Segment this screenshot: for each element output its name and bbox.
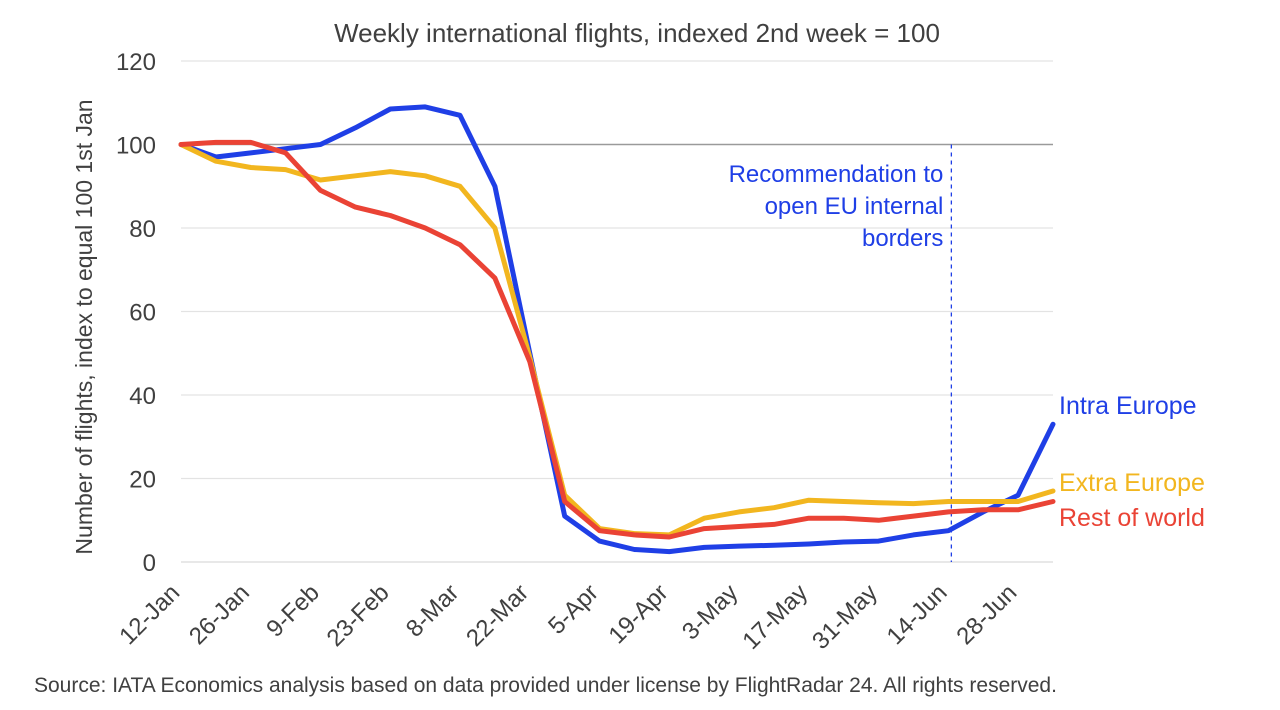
series-line-rest-of-world [178, 139, 1056, 540]
series-line-intra-europe [178, 104, 1056, 555]
x-tick-label: 12-Jan [114, 579, 185, 650]
series-label-rest-of-world: Rest of world [1059, 504, 1205, 532]
x-tick-label: 3-May [677, 579, 743, 645]
x-tick-label: 26-Jan [184, 579, 255, 650]
x-tick-label: 28-Jun [951, 579, 1022, 650]
x-tick-label: 9-Feb [261, 579, 324, 642]
y-tick-label: 20 [129, 467, 156, 494]
series-label-intra-europe: Intra Europe [1059, 392, 1197, 420]
y-tick-label: 40 [129, 383, 156, 410]
series-label-extra-europe: Extra Europe [1059, 469, 1205, 497]
y-tick-label: 60 [129, 300, 156, 327]
annotation-text: Recommendation to open EU internal borders [729, 161, 944, 252]
y-axis-label: Number of flights, index to equal 100 1s… [71, 99, 97, 554]
series-lines [178, 104, 1056, 555]
x-tick-label: 8-Mar [401, 579, 464, 642]
y-tick-label: 80 [129, 216, 156, 243]
annotation-line-text: borders [862, 225, 943, 252]
annotation-line-text: Recommendation to [729, 161, 944, 188]
chart-title: Weekly international flights, indexed 2n… [334, 18, 940, 48]
x-tick-label: 14-Jun [882, 579, 953, 650]
x-tick-label: 23-Feb [322, 579, 395, 652]
x-tick-label: 5-Apr [543, 579, 604, 640]
y-tick-label: 120 [116, 49, 156, 76]
gridlines [181, 60, 1053, 563]
annotation-line-text: open EU internal [765, 193, 944, 220]
x-tick-label: 17-May [737, 579, 813, 655]
series-labels: Intra Europe Extra Europe Rest of world [1059, 392, 1205, 532]
x-tick-label: 31-May [807, 579, 883, 655]
y-axis-ticks: 0 20 40 60 80 100 120 [116, 49, 156, 577]
source-note: Source: IATA Economics analysis based on… [34, 674, 1057, 697]
y-tick-label: 100 [116, 133, 156, 160]
x-tick-label: 22-Mar [461, 579, 534, 652]
x-tick-label: 19-Apr [604, 579, 674, 649]
y-tick-label: 0 [143, 550, 156, 577]
